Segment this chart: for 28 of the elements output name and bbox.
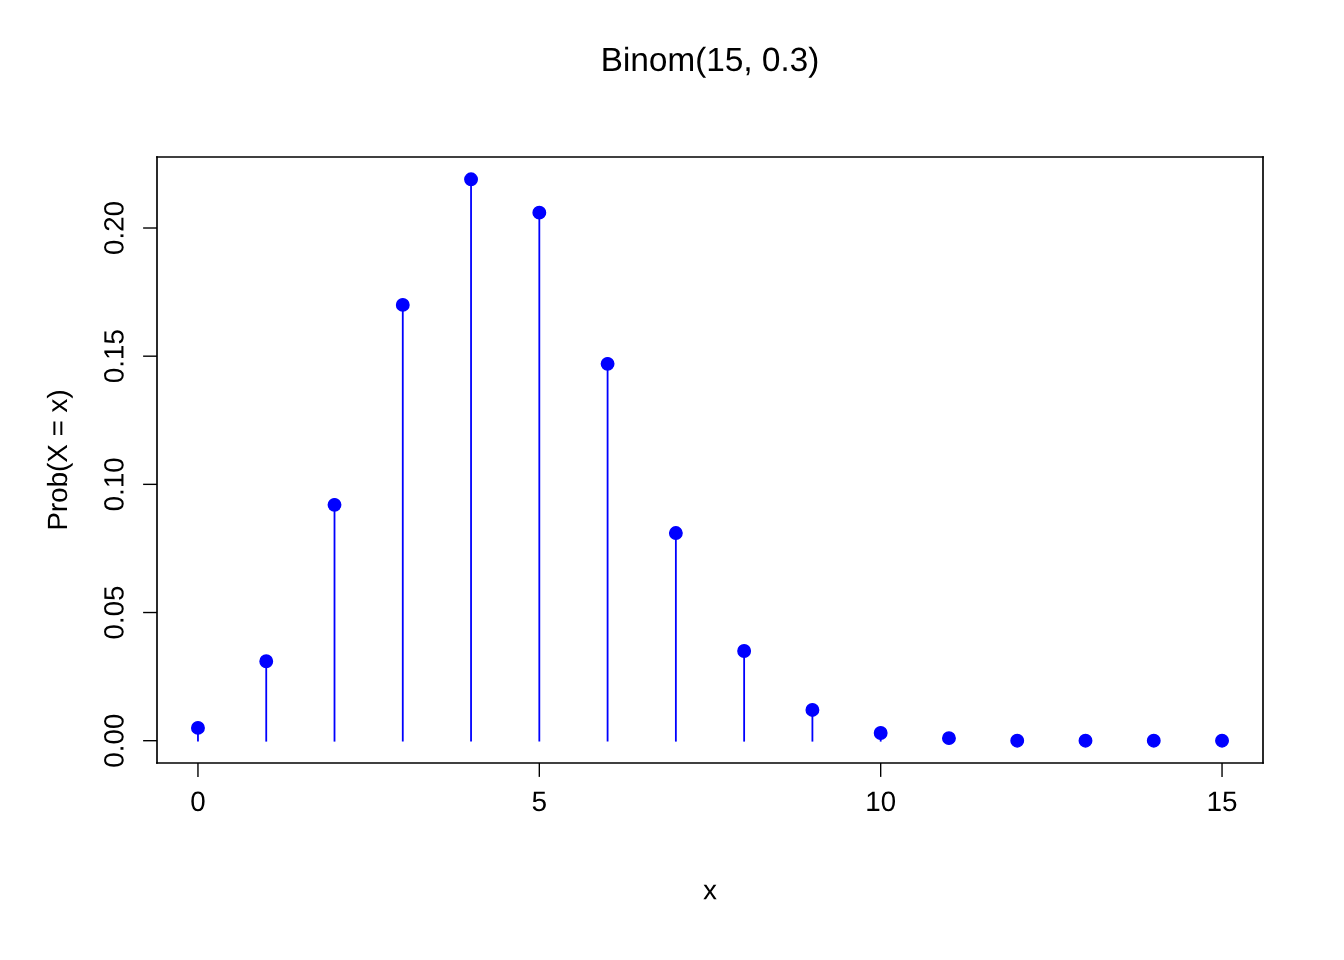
y-axis-title: Prob(X = x) xyxy=(46,391,73,529)
point xyxy=(873,726,888,740)
point xyxy=(395,297,410,312)
y-tick-label: 0.20 xyxy=(104,202,124,254)
x-tick-label: 10 xyxy=(867,791,896,812)
point xyxy=(668,526,683,541)
point xyxy=(942,731,956,746)
point xyxy=(532,205,547,220)
y-tick-label: 0.05 xyxy=(104,586,124,639)
point xyxy=(464,172,478,187)
point xyxy=(1146,733,1161,748)
point xyxy=(327,497,342,512)
y-tick-label: 0.15 xyxy=(104,330,124,383)
point xyxy=(805,702,820,717)
point xyxy=(737,644,752,658)
point xyxy=(1010,733,1025,748)
x-axis-title: x xyxy=(703,884,717,900)
x-tick-label: 15 xyxy=(1208,791,1237,812)
point xyxy=(259,654,274,669)
y-tick-label: 0.00 xyxy=(104,714,124,767)
y-tick-label: 0.10 xyxy=(104,458,124,511)
point xyxy=(191,720,205,735)
point xyxy=(1078,733,1093,748)
chart-title: Binom(15, 0.3) xyxy=(603,46,818,78)
x-tick-label: 5 xyxy=(532,791,546,812)
point xyxy=(600,356,615,371)
point xyxy=(1215,733,1229,748)
x-tick-label: 0 xyxy=(191,791,205,812)
